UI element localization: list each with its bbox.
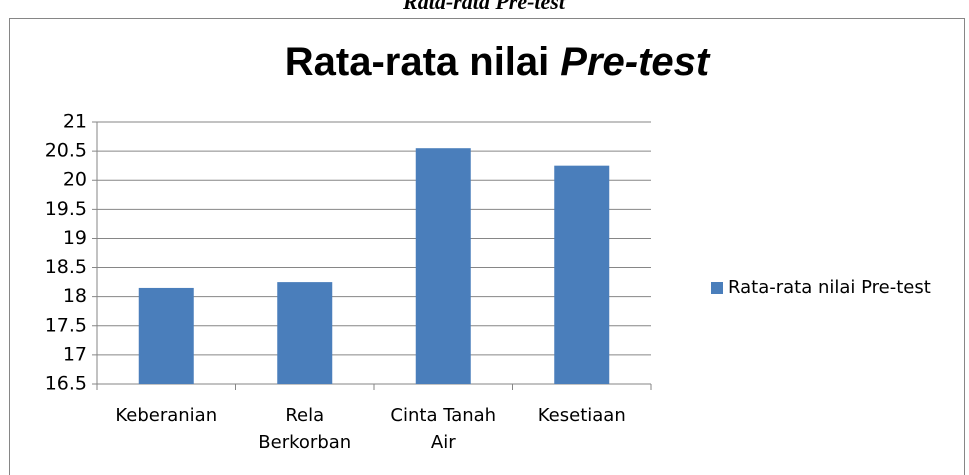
y-tick-label: 17 <box>63 343 87 365</box>
bar <box>554 165 610 384</box>
x-tick-label: Keberanian <box>115 405 218 426</box>
y-tick-label: 20.5 <box>45 140 87 162</box>
caption: Rata-rata Pre-test <box>402 0 566 14</box>
chart-border <box>9 18 965 475</box>
bar <box>277 282 333 384</box>
y-tick-label: 18.5 <box>45 256 87 278</box>
y-tick-label: 20 <box>63 169 87 191</box>
bar <box>415 148 471 384</box>
x-tick-label: Cinta Tanah Air <box>390 405 497 453</box>
bar <box>138 287 194 384</box>
y-tick-label: 17.5 <box>45 314 87 336</box>
x-tick-label: Rela Berkorban <box>258 405 352 453</box>
y-tick-label: 21 <box>63 111 87 133</box>
x-tick-label: Kesetiaan <box>537 405 626 426</box>
legend-label: Rata-rata nilai Pre-test <box>728 277 931 298</box>
legend-swatch <box>711 282 723 294</box>
title-part: Rata-rata nilai <box>285 40 550 84</box>
y-tick-label: 16.5 <box>45 373 87 395</box>
y-tick-label: 19.5 <box>45 198 87 220</box>
chart-title: Rata-rata nilai Pre-test <box>285 40 711 84</box>
title-part: Pre-test <box>560 40 711 84</box>
y-tick-label: 18 <box>63 285 87 307</box>
y-tick-label: 19 <box>63 227 87 249</box>
